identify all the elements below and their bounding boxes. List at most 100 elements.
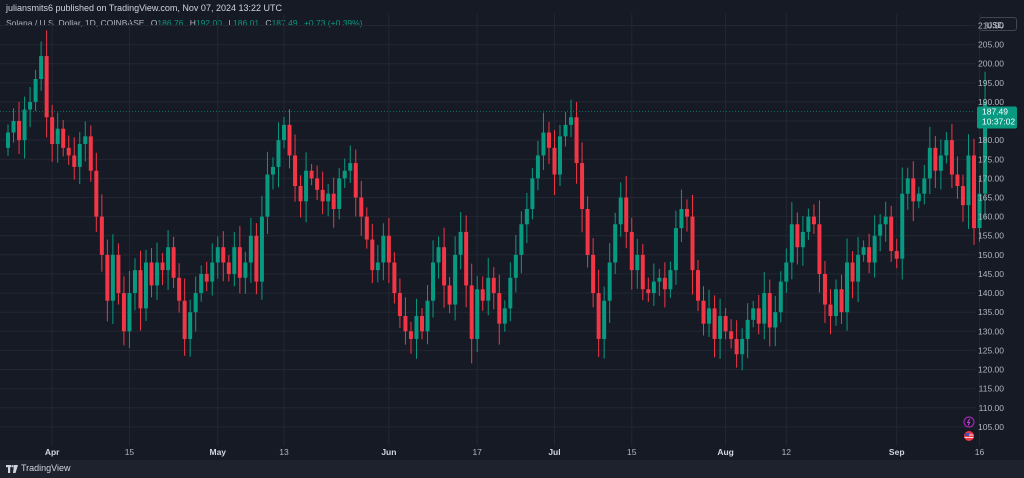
y-tick-label: 120.00 — [978, 365, 1004, 375]
candle-body — [696, 270, 700, 301]
symbol-legend: Solana / U.S. Dollar, 1D, COINBASE O186.… — [6, 18, 363, 28]
publish-header: juliansmits6 published on TradingView.co… — [6, 3, 282, 13]
x-tick-label: Apr — [45, 447, 60, 457]
candle-body — [11, 121, 16, 133]
candle-body — [254, 235, 259, 282]
candle-body — [911, 178, 916, 202]
close-value: 187.49 — [271, 18, 298, 28]
candle-body — [878, 224, 883, 236]
candle-body — [392, 262, 397, 294]
candle-body — [922, 178, 927, 194]
candle-body — [105, 254, 110, 301]
candle-body — [497, 293, 502, 324]
lightning-bolt-glyph — [966, 418, 971, 426]
candle-body — [116, 254, 121, 294]
candle-body — [232, 247, 237, 274]
x-tick-label: 15 — [627, 447, 637, 457]
price-tag-countdown: 10:37:02 — [982, 117, 1015, 127]
candle-body — [563, 124, 568, 137]
candle-body — [508, 277, 513, 309]
candle-body — [519, 224, 524, 255]
y-tick-label: 125.00 — [978, 345, 1004, 355]
candle-body — [960, 186, 965, 206]
candle-body — [949, 140, 954, 175]
low-label: L — [228, 18, 234, 28]
x-tick-label: Jun — [381, 447, 396, 457]
candle-body — [55, 128, 60, 144]
high-value: 192.00 — [195, 18, 222, 28]
candle-body — [28, 101, 33, 110]
candle-body — [326, 193, 331, 202]
change-value: +0.73 (+0.39%) — [303, 18, 363, 28]
candle-body — [662, 277, 667, 290]
candle-body — [453, 254, 458, 305]
time-axis: Apr15May13Jun17Jul15Aug12Sep16Oct14Nov — [45, 447, 985, 457]
candle-body — [938, 155, 943, 171]
candle-body — [359, 197, 364, 217]
candle-body — [215, 247, 220, 263]
candlestick-chart[interactable]: 210.00205.00200.00195.00190.00185.00180.… — [0, 0, 1024, 460]
candle-body — [806, 216, 811, 232]
y-tick-label: 170.00 — [978, 173, 1004, 183]
candle-body — [707, 308, 712, 324]
y-tick-label: 200.00 — [978, 59, 1004, 69]
candle-body — [646, 289, 651, 294]
candle-body — [77, 143, 82, 167]
candle-body — [690, 216, 695, 271]
candle-body — [193, 293, 198, 313]
candle-body — [182, 300, 187, 339]
candle-body — [94, 170, 99, 217]
candle-body — [469, 285, 474, 339]
candle-body — [375, 262, 380, 271]
lightning-icon[interactable] — [963, 416, 975, 428]
x-tick-label: Sep — [889, 447, 905, 457]
candle-body — [811, 216, 816, 225]
candle-body — [596, 293, 601, 339]
candle-body — [845, 262, 850, 313]
candle-body — [933, 147, 938, 171]
y-tick-label: 115.00 — [979, 384, 1005, 394]
candle-body — [39, 56, 44, 79]
y-tick-label: 165.00 — [978, 193, 1004, 203]
candle-body — [177, 277, 182, 301]
candle-body — [298, 186, 303, 202]
footer-brand[interactable]: TradingView — [21, 463, 71, 473]
candle-body — [850, 262, 855, 282]
y-tick-label: 110.00 — [979, 403, 1005, 413]
candle-body — [602, 300, 607, 339]
x-tick-label: Jul — [548, 447, 560, 457]
x-tick-label: 13 — [279, 447, 289, 457]
candle-body — [204, 273, 209, 282]
candle-body — [243, 262, 248, 278]
y-tick-label: 210.00 — [978, 20, 1004, 30]
price-axis: 210.00205.00200.00195.00190.00185.00180.… — [978, 20, 1004, 431]
open-value: 186.76 — [157, 18, 184, 28]
candle-body — [309, 170, 314, 179]
candle-body — [199, 273, 204, 294]
candle-body — [828, 304, 833, 317]
y-tick-label: 145.00 — [978, 269, 1004, 279]
open-label: O — [150, 18, 158, 28]
high-label: H — [189, 18, 196, 28]
candle-body — [535, 155, 540, 179]
candle-body — [668, 270, 673, 290]
candle-body — [386, 235, 391, 263]
candle-body — [166, 247, 171, 271]
candle-body — [867, 247, 872, 263]
candle-body — [293, 155, 298, 187]
candle-body — [773, 312, 778, 328]
candle-body — [121, 293, 126, 332]
candle-body — [282, 124, 286, 141]
y-tick-label: 105.00 — [978, 422, 1004, 432]
candle-body — [287, 124, 292, 156]
candle-body — [342, 170, 347, 179]
candle-body — [72, 155, 77, 167]
candle-body — [635, 254, 640, 271]
symbol-title[interactable]: Solana / U.S. Dollar, 1D, COINBASE — [6, 18, 145, 28]
candle-body — [6, 132, 10, 148]
tradingview-logo-icon — [6, 465, 18, 473]
candle-body — [237, 247, 242, 278]
price-tag-box — [977, 106, 1017, 129]
candle-body — [110, 254, 115, 301]
